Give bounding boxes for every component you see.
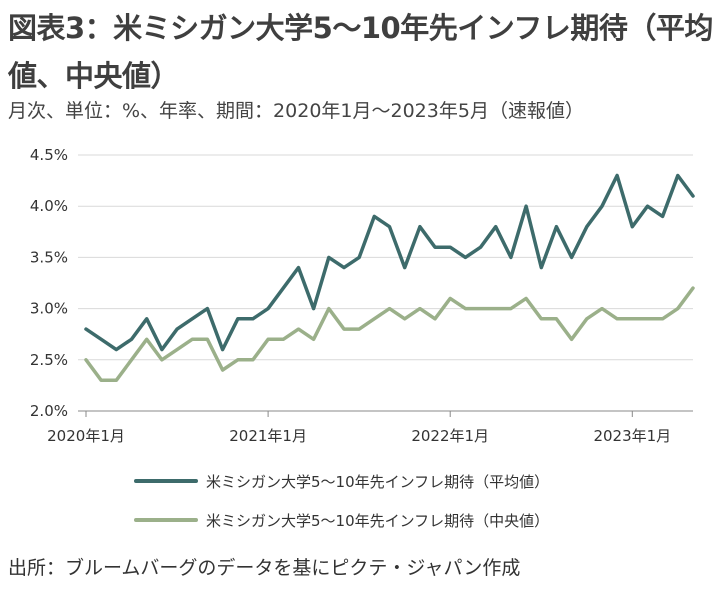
chart-title: 図表3：米ミシガン大学5～10年先インフレ期待（平均値、中央値） <box>8 11 713 93</box>
legend-item-mean-label: 米ミシガン大学5～10年先インフレ期待（平均値） <box>206 473 549 491</box>
y-tick-label: 2.0% <box>30 402 68 420</box>
legend: 米ミシガン大学5～10年先インフレ期待（平均値） 米ミシガン大学5～10年先インフ… <box>134 473 549 530</box>
y-tick-label: 3.5% <box>30 248 68 266</box>
x-tick-label: 2023年1月 <box>593 427 671 445</box>
y-tick-label: 3.0% <box>30 300 68 318</box>
legend-item-median-label: 米ミシガン大学5～10年先インフレ期待（中央値） <box>206 512 549 530</box>
y-axis-tick-labels: 2.0% 2.5% 3.0% 3.5% 4.0% 4.5% <box>30 146 68 420</box>
x-axis-tick-labels: 2020年1月 2021年1月 2022年1月 2023年1月 <box>47 427 671 445</box>
x-tick-label: 2021年1月 <box>229 427 307 445</box>
y-tick-label: 2.5% <box>30 351 68 369</box>
y-tick-label: 4.0% <box>30 197 68 215</box>
x-tick-label: 2020年1月 <box>47 427 125 445</box>
source-note: 出所：ブルームバーグのデータを基にピクテ・ジャパン作成 <box>8 557 521 579</box>
grid-lines <box>78 154 693 361</box>
chart-subtitle: 月次、単位：%、年率、期間：2020年1月～2023年5月（速報値） <box>8 100 584 122</box>
series-line-mean <box>84 173 695 352</box>
x-axis <box>78 410 693 417</box>
x-tick-label: 2022年1月 <box>411 427 489 445</box>
series-line-median <box>84 286 695 383</box>
y-tick-label: 4.5% <box>30 146 68 164</box>
series-lines <box>84 173 695 383</box>
